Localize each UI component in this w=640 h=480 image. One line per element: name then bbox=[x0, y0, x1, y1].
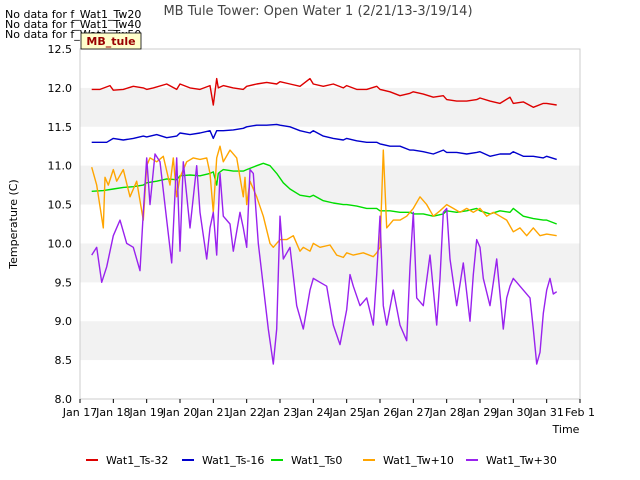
x-tick-label: Jan 29 bbox=[462, 406, 497, 419]
badge-box bbox=[80, 32, 142, 50]
y-tick-label: 8.0 bbox=[55, 393, 73, 406]
y-tick-label: 9.0 bbox=[55, 315, 73, 328]
badge-label: MB_tule bbox=[86, 35, 135, 48]
series-line-1 bbox=[91, 77, 557, 109]
x-tick-label: Jan 22 bbox=[228, 406, 263, 419]
y-tick-label: 8.5 bbox=[55, 354, 73, 367]
y-tick-label: 11.5 bbox=[48, 121, 73, 134]
x-tick-label: Feb 1 bbox=[565, 406, 595, 419]
grid-band bbox=[80, 165, 580, 205]
series-line-4 bbox=[91, 145, 557, 259]
x-tick-label: Jan 24 bbox=[295, 406, 330, 419]
legend-label: Wat1_Tw+10 bbox=[383, 454, 454, 467]
grid-band bbox=[80, 321, 580, 361]
mb-tule-badge: MB_tule bbox=[80, 32, 142, 50]
y-tick-label: 11.0 bbox=[48, 160, 73, 173]
legend-label: Wat1_Tw+30 bbox=[486, 454, 557, 467]
series-line-2 bbox=[91, 123, 557, 161]
x-tick-label: Jan 28 bbox=[428, 406, 463, 419]
legend-label: Wat1_Ts0 bbox=[291, 454, 342, 467]
x-tick-label: Jan 30 bbox=[495, 406, 530, 419]
x-tick-label: Jan 31 bbox=[528, 406, 563, 419]
grid-band bbox=[80, 243, 580, 283]
y-tick-label: 12.5 bbox=[48, 43, 73, 56]
x-tick-label: Jan 27 bbox=[395, 406, 430, 419]
y-tick-label: 9.5 bbox=[55, 276, 73, 289]
y-axis-label: Temperature (C) bbox=[7, 179, 20, 269]
y-axis-ticks: 8.0 8.5 9.0 9.5 10.0 10.5 11.0 11.5 12.0 12.5 bbox=[48, 43, 73, 406]
x-tick-label: Jan 17 bbox=[62, 406, 97, 419]
x-tick-label: Jan 26 bbox=[362, 406, 397, 419]
legend-label: Wat1_Ts-16 bbox=[202, 454, 264, 467]
x-tick-label: Jan 21 bbox=[195, 406, 230, 419]
chart-title: MB Tule Tower: Open Water 1 (2/21/13-3/1… bbox=[163, 4, 472, 19]
x-tick-label: Jan 23 bbox=[262, 406, 297, 419]
no-data-note-2: No data for f_Wat1_Tw40 bbox=[5, 18, 142, 31]
y-tick-label: 10.5 bbox=[48, 199, 73, 212]
x-tick-label: Jan 18 bbox=[95, 406, 130, 419]
x-tick-label: Jan 19 bbox=[128, 406, 163, 419]
x-tick-label: Jan 25 bbox=[328, 406, 363, 419]
grid-bands bbox=[80, 87, 580, 361]
legend: Wat1_Ts-32 Wat1_Ts-16 Wat1_Ts0 Wat1_Tw+10 Wa… bbox=[86, 454, 557, 467]
x-axis-label: Time bbox=[552, 423, 580, 436]
x-tick-label: Jan 20 bbox=[162, 406, 197, 419]
plot-frame bbox=[79, 48, 581, 400]
grid-band bbox=[80, 87, 580, 127]
series-lines bbox=[91, 77, 558, 365]
no-data-note-1: No data for f_Wat1_Tw20 bbox=[5, 8, 142, 21]
y-tick-label: 10.0 bbox=[48, 237, 73, 250]
series-line-3 bbox=[91, 162, 557, 225]
series-line-5 bbox=[91, 153, 558, 365]
legend-label: Wat1_Ts-32 bbox=[106, 454, 168, 467]
y-tick-label: 12.0 bbox=[48, 82, 73, 95]
